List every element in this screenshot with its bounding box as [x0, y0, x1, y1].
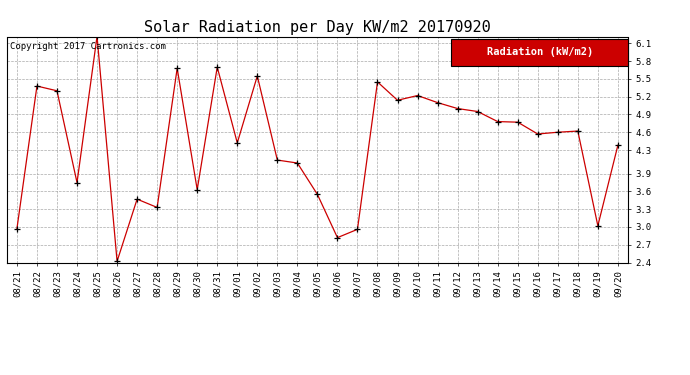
- Text: Copyright 2017 Cartronics.com: Copyright 2017 Cartronics.com: [10, 42, 166, 51]
- Text: Radiation (kW/m2): Radiation (kW/m2): [486, 47, 593, 57]
- FancyBboxPatch shape: [451, 39, 628, 66]
- Title: Solar Radiation per Day KW/m2 20170920: Solar Radiation per Day KW/m2 20170920: [144, 20, 491, 35]
